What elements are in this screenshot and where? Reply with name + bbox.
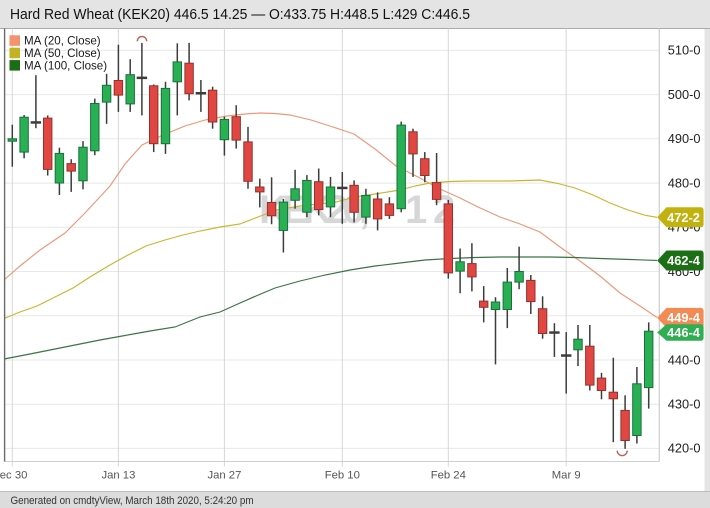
svg-text:MA (100, Close): MA (100, Close) [24, 59, 107, 72]
svg-text:1: 1 [405, 188, 427, 232]
svg-text:Feb 10: Feb 10 [325, 470, 360, 482]
svg-text:446-4: 446-4 [667, 325, 701, 340]
svg-text:462-4: 462-4 [667, 253, 701, 268]
svg-text:510-0: 510-0 [668, 43, 701, 58]
svg-text:Feb 24: Feb 24 [431, 470, 466, 482]
svg-text:MA (50, Close): MA (50, Close) [24, 47, 101, 60]
svg-text:420-0: 420-0 [668, 441, 701, 456]
svg-text:Generated on cmdtyView, March: Generated on cmdtyView, March 18th 2020,… [11, 495, 254, 507]
svg-text:440-0: 440-0 [668, 352, 701, 367]
svg-text:430-0: 430-0 [668, 397, 701, 412]
svg-text:MA (20, Close): MA (20, Close) [24, 35, 101, 48]
svg-text:480-0: 480-0 [668, 175, 701, 190]
svg-text:Dec 30: Dec 30 [0, 470, 27, 482]
svg-text:472-2: 472-2 [667, 210, 700, 225]
svg-text:Hard Red Wheat (KEK20) 446.5 1: Hard Red Wheat (KEK20) 446.5 14.25 — O:4… [10, 6, 470, 23]
svg-text:Jan 13: Jan 13 [101, 470, 135, 482]
svg-text:500-0: 500-0 [668, 87, 701, 102]
svg-text:Mar 9: Mar 9 [552, 470, 581, 482]
svg-text:Jan 27: Jan 27 [207, 470, 241, 482]
svg-text:490-0: 490-0 [668, 131, 701, 146]
svg-text:449-4: 449-4 [667, 310, 701, 325]
